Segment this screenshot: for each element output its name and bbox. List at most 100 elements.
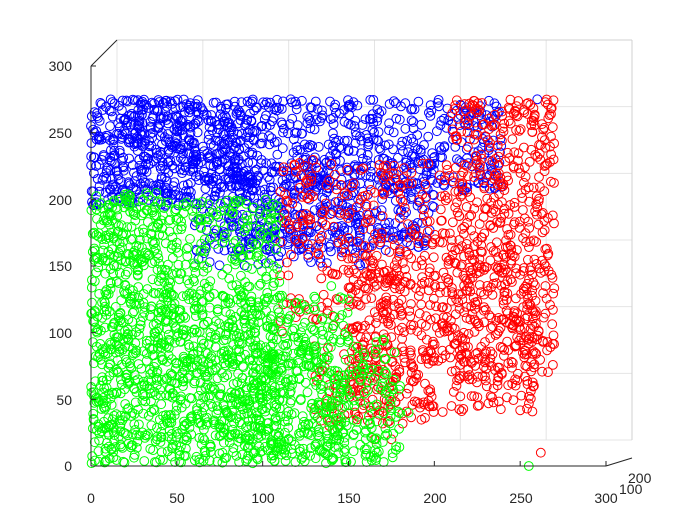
scatter-point <box>355 300 366 311</box>
scatter-point <box>208 97 219 108</box>
scatter-point <box>322 305 333 316</box>
scatter-point <box>542 337 553 347</box>
scatter-point <box>408 117 419 127</box>
scatter-point <box>185 192 196 203</box>
scatter-point <box>381 274 391 285</box>
scatter-point <box>361 161 372 172</box>
scatter-point <box>424 401 434 412</box>
scatter-point <box>257 120 268 131</box>
scatter-point <box>360 283 371 294</box>
scatter-point <box>334 207 345 218</box>
scatter-point <box>373 273 383 283</box>
scatter-point <box>335 164 346 175</box>
scatter-point <box>534 148 545 159</box>
scatter-point <box>242 115 253 125</box>
scatter-point <box>468 292 479 303</box>
scatter-point <box>290 167 301 177</box>
scatter-point <box>443 274 454 285</box>
scatter-point <box>469 101 480 112</box>
scatter-point <box>403 249 414 260</box>
scatter-point <box>111 276 122 287</box>
scatter-point <box>208 173 219 184</box>
scatter-point <box>472 122 483 133</box>
scatter-point <box>220 103 231 114</box>
scatter-point <box>530 150 541 160</box>
scatter-point <box>522 311 533 322</box>
scatter-point <box>538 337 548 347</box>
scatter-point <box>524 398 534 409</box>
scatter-point <box>480 304 491 315</box>
scatter-point <box>469 134 480 145</box>
scatter-point <box>285 94 296 105</box>
scatter-point <box>452 197 462 208</box>
scatter-point <box>402 136 413 146</box>
x-tick-label: 300 <box>594 490 618 506</box>
scatter-point <box>471 268 482 279</box>
scatter-point <box>499 208 510 219</box>
scatter-point <box>336 180 346 190</box>
scatter-point <box>406 299 416 309</box>
scatter-point <box>389 279 400 290</box>
scatter-point <box>326 158 337 169</box>
scatter-point <box>190 146 201 157</box>
scatter-point <box>412 179 423 190</box>
scatter-point <box>450 257 460 268</box>
scatter-point <box>370 229 380 240</box>
y-tick-label: 300 <box>49 58 73 74</box>
scatter-point <box>203 134 214 145</box>
scatter-point <box>181 197 192 208</box>
scatter-point <box>385 313 395 323</box>
scatter-point <box>164 148 175 159</box>
scatter-point <box>373 155 384 165</box>
scatter-point <box>281 215 292 226</box>
scatter-point <box>455 191 466 202</box>
scatter-point <box>487 321 498 332</box>
scatter-point <box>303 252 314 263</box>
scatter-point <box>491 168 502 179</box>
scatter-point <box>397 322 407 333</box>
scatter-point <box>358 386 369 397</box>
scatter-point <box>315 116 325 127</box>
scatter-point <box>333 294 343 305</box>
scatter-point <box>235 115 246 125</box>
scatter-point <box>527 126 538 137</box>
scatter-point <box>393 187 404 197</box>
scatter-point <box>348 146 359 156</box>
scatter-point <box>362 250 373 261</box>
scatter-point <box>413 291 424 301</box>
scatter-point <box>490 154 501 164</box>
scatter-point <box>126 411 137 421</box>
scatter-point <box>503 380 514 391</box>
scatter-point <box>153 276 164 286</box>
scatter-point <box>172 224 183 235</box>
scatter-point <box>455 371 465 381</box>
scatter-point <box>312 182 323 192</box>
scatter-point <box>523 98 533 108</box>
scatter-point <box>425 314 436 325</box>
scatter-point <box>489 159 500 170</box>
scatter-point <box>453 113 463 124</box>
scatter-point <box>537 208 548 218</box>
scatter-point <box>348 178 359 189</box>
x-tick-label: 100 <box>251 490 275 506</box>
scatter-point <box>465 274 475 285</box>
scatter-point <box>133 133 144 144</box>
scatter-point <box>394 213 405 223</box>
scatter-point <box>143 103 154 113</box>
scatter-point <box>512 308 522 319</box>
scatter-point <box>406 412 417 423</box>
scatter-point <box>268 198 279 209</box>
scatter-point <box>217 238 228 248</box>
scatter-point <box>543 213 553 223</box>
scatter-point <box>354 351 365 361</box>
scatter-point <box>355 230 365 241</box>
scatter-point <box>109 150 120 161</box>
scatter-point <box>488 397 499 408</box>
scatter-point <box>424 267 435 278</box>
scatter-point <box>412 218 423 228</box>
scatter-point <box>412 326 423 337</box>
scatter-point <box>198 141 208 152</box>
scatter-point <box>489 272 500 283</box>
scatter-point <box>172 126 183 137</box>
scatter-point <box>441 272 451 283</box>
